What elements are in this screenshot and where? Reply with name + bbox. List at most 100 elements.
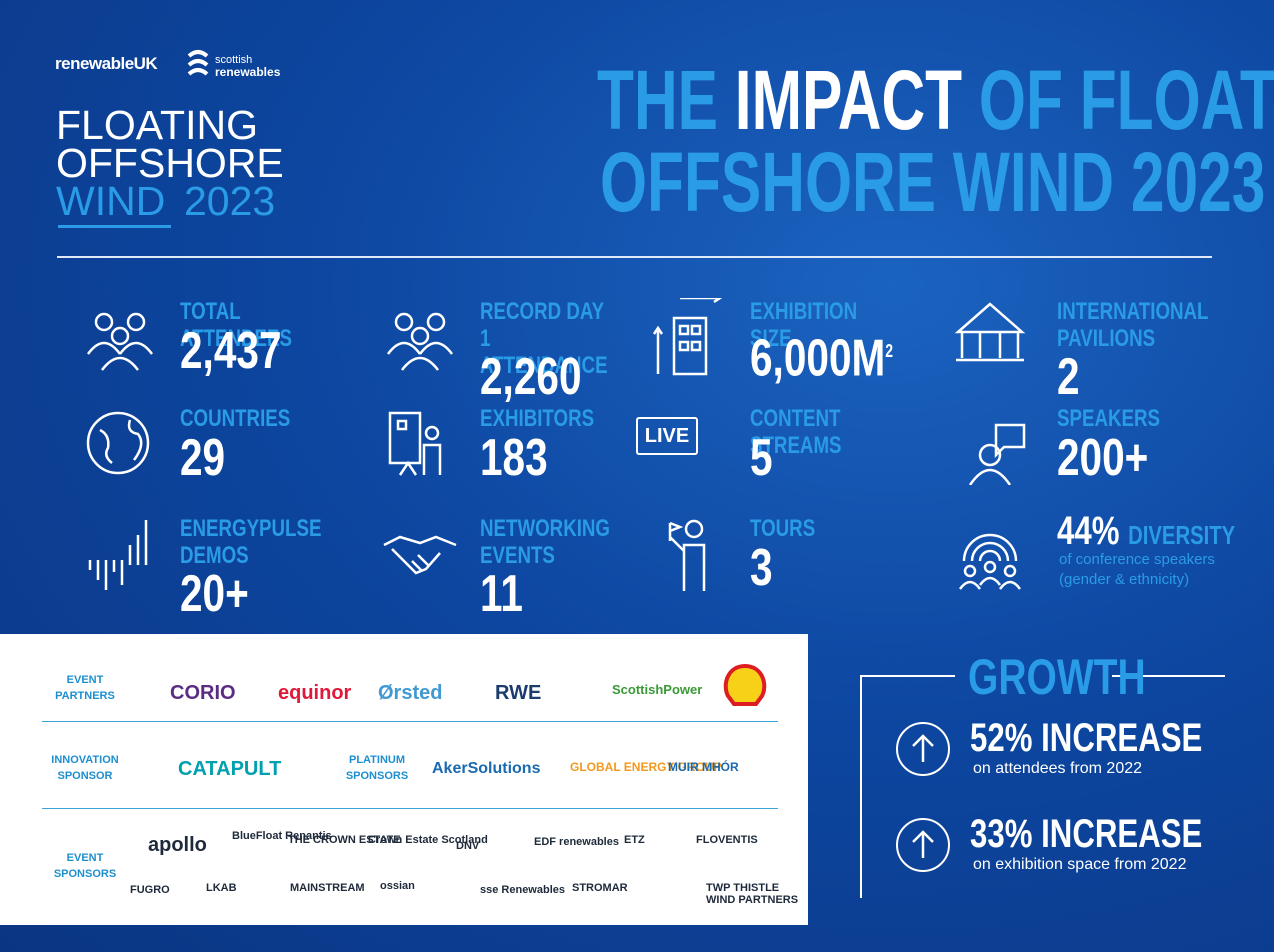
sponsor-logo: DNV [456, 840, 480, 852]
section-label: EVENT PARTNERS [55, 674, 115, 702]
stat: 44% DIVERSITY [1057, 509, 1235, 557]
stat-value: 44% [1057, 509, 1120, 553]
logo-text: scottish [215, 54, 253, 66]
event-name: FLOATING [56, 102, 258, 148]
sponsor-logo: ossian [380, 880, 415, 892]
sponsor-logo: apollo [148, 834, 207, 856]
sponsor-logo: sse Renewables [480, 884, 565, 896]
stat-note: (gender & ethnicity) [1059, 571, 1190, 588]
stat-value: 200+ [1057, 429, 1149, 487]
shell-logo [723, 663, 767, 706]
frame-line [860, 675, 955, 677]
partner-logo: equinor [278, 682, 352, 704]
stat-value: 2,260 [480, 348, 582, 406]
sponsor-logo: EDF renewables [534, 836, 619, 848]
growth-icon [896, 722, 950, 776]
logo-mark [187, 50, 209, 76]
stat-label: EXHIBITION SIZE [750, 298, 858, 352]
icon [968, 423, 1026, 485]
title-part: THE [597, 53, 718, 147]
stat-value: 20+ [180, 565, 249, 623]
event-name: OFFSHORE [56, 140, 284, 186]
section-label: PLATINUM SPONSORS [345, 754, 409, 782]
sponsor-logo: LKAB [206, 882, 237, 894]
title: THE IMPACT OF FLOATING [597, 58, 1274, 142]
sponsor-logo: THE CROWN ESTATE [288, 834, 401, 846]
icon [652, 298, 723, 376]
icon [668, 519, 706, 591]
title: OFFSHORE WIND 2023 [600, 135, 1266, 229]
stat-label: EXHIBITORS [480, 405, 595, 432]
divider [42, 808, 778, 809]
stat-label: COUNTRIES [180, 405, 291, 432]
divider [42, 721, 778, 722]
sponsor-logo: MAINSTREAM [290, 882, 365, 894]
icon [86, 312, 154, 371]
growth-headline: 33% INCREASE [970, 812, 1203, 856]
stat-value: 2 [1057, 348, 1080, 406]
sponsor-logo: CATAPULT [178, 758, 282, 780]
icon [954, 302, 1026, 362]
stat-value: 5 [750, 429, 773, 487]
logo-text: renewableUK [55, 54, 158, 73]
icon [386, 312, 454, 371]
sponsor-logo: AkerSolutions [432, 760, 541, 777]
title-part: IMPACT [734, 53, 963, 147]
icon [383, 535, 457, 575]
sponsor-logo: BlueFloat Renantis [232, 830, 332, 842]
section-label: EVENT SPONSORS [53, 852, 117, 880]
stat-label: CONTENT STREAMS [750, 405, 842, 459]
divider [57, 256, 1212, 258]
growth-title: GROWTH [968, 649, 1146, 705]
icon [88, 520, 148, 590]
title-part: OF FLOATING [978, 53, 1274, 147]
stat-label: DIVERSITY [1128, 520, 1236, 550]
partner-logo: ScottishPower [612, 682, 703, 697]
growth-detail: on attendees from 2022 [973, 760, 1143, 777]
sponsor-logo: Crown Estate Scotland [368, 834, 488, 846]
sponsor-logo: FLOVENTIS [696, 834, 758, 846]
partner-logo: RWE [495, 682, 542, 704]
stat-value: 6,000M2 [750, 329, 894, 388]
growth-detail: on exhibition space from 2022 [973, 856, 1187, 873]
frame-line [1112, 675, 1225, 677]
stat-label: TOTAL ATTENDEES [180, 298, 292, 352]
sponsor-logo: FUGRO [130, 884, 170, 896]
icon [86, 411, 150, 475]
stat-value: 183 [480, 429, 548, 487]
sponsor-logo: GLOBAL ENERGY GROUP [570, 760, 722, 774]
stat-value: 29 [180, 429, 226, 487]
stat-label: NETWORKING EVENTS [480, 515, 610, 569]
frame-line [860, 675, 862, 898]
stat-label: INTERNATIONAL PAVILIONS [1057, 298, 1209, 352]
stat-value: 3 [750, 539, 773, 597]
partner-logo: CORIO [170, 682, 236, 704]
stat-label: RECORD DAY 1 ATTENDANCE [480, 298, 608, 379]
event-name: WIND [56, 178, 166, 224]
logo-text: renewables [215, 65, 281, 79]
stat-note: of conference speakers [1059, 551, 1215, 568]
icon [958, 533, 1022, 590]
stat-label: ENERGYPULSE DEMOS [180, 515, 322, 569]
icon [388, 411, 442, 476]
sponsor-logo: ETZ [624, 834, 645, 846]
growth-headline: 52% INCREASE [970, 716, 1203, 760]
sponsor-logo: MUIR MHÓR [668, 760, 739, 774]
stat-label: TOURS [750, 515, 816, 542]
stat-label: SPEAKERS [1057, 405, 1160, 432]
event-year: 2023 [184, 178, 276, 224]
sponsor-logo: TWP THISTLE WIND PARTNERS [706, 882, 799, 906]
arrow-icon [912, 734, 934, 762]
live-icon: LIVE [636, 417, 698, 455]
arrow-icon [912, 830, 934, 858]
sponsor-logo: STROMAR [572, 882, 628, 894]
stat-value: 2,437 [180, 322, 282, 380]
superscript: 2 [885, 341, 894, 361]
growth-icon [896, 818, 950, 872]
partner-logo: Ørsted [378, 682, 443, 704]
stat-value: 11 [480, 565, 523, 623]
section-label: INNOVATION SPONSOR [51, 754, 119, 782]
sponsor-panel: EVENT PARTNERS INNOVATION SPONSOR PLATINUM… [0, 634, 808, 925]
underline [58, 225, 171, 228]
